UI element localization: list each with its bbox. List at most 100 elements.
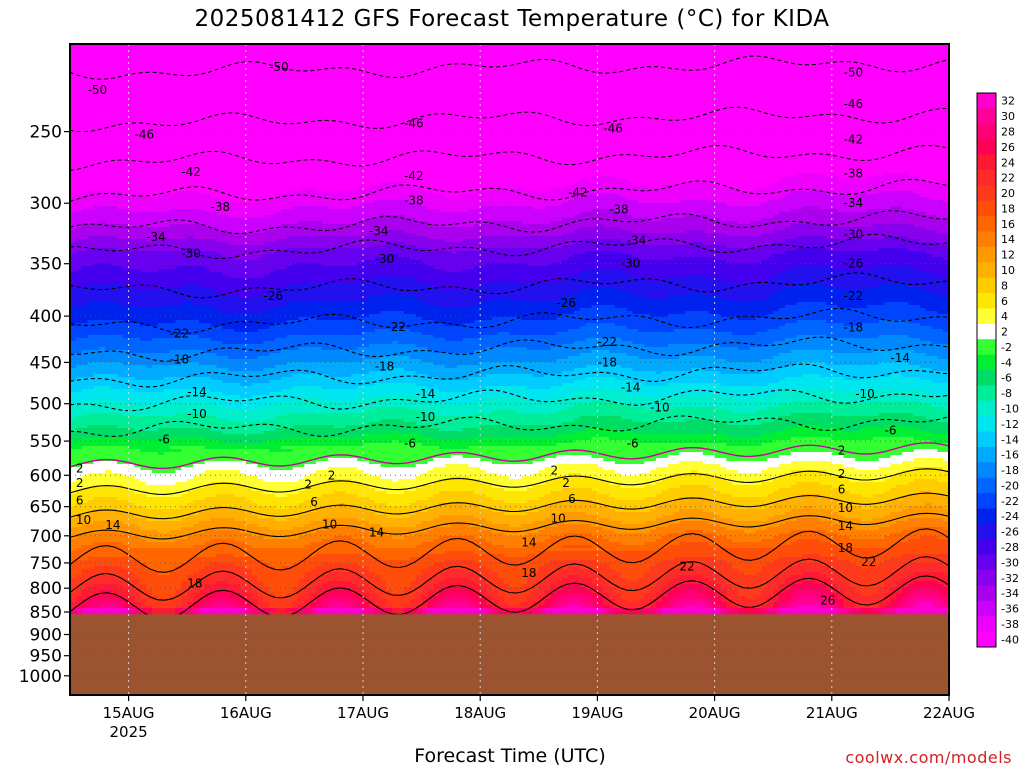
temperature-cell (140, 290, 147, 309)
temperature-cell (591, 560, 598, 573)
temperature-cell (515, 374, 522, 387)
temperature-cell (532, 437, 540, 447)
temperature-cell (673, 587, 681, 597)
temperature-cell (415, 347, 423, 360)
temperature-cell (204, 593, 212, 603)
temperature-cell (222, 215, 229, 231)
temperature-cell (521, 374, 528, 387)
temperature-cell (579, 545, 587, 549)
temperature-cell (193, 515, 200, 525)
temperature-cell (761, 359, 768, 372)
temperature-cell (784, 488, 792, 501)
temperature-cell (134, 479, 141, 495)
temperature-cell (380, 383, 388, 396)
temperature-cell (603, 608, 610, 618)
temperature-cell (779, 179, 786, 198)
temperature-cell (802, 401, 809, 414)
temperature-cell (304, 188, 311, 207)
temperature-cell (339, 479, 347, 492)
temperature-cell (661, 596, 669, 606)
temperature-cell (749, 236, 757, 249)
temperature-cell (245, 608, 253, 618)
temperature-cell (456, 464, 464, 477)
temperature-cell (743, 473, 751, 486)
temperature-cell (193, 401, 200, 414)
temperature-cell (667, 398, 675, 411)
temperature-cell (702, 275, 710, 297)
temperature-cell (228, 329, 235, 345)
temperature-cell (269, 470, 276, 483)
temperature-cell (204, 440, 212, 450)
temperature-cell (216, 197, 223, 216)
temperature-cell (620, 488, 628, 501)
temperature-cell (515, 608, 522, 615)
temperature-cell (310, 236, 317, 249)
temperature-cell (316, 566, 323, 579)
temperature-cell (685, 473, 692, 486)
temperature-cell (245, 299, 253, 315)
temperature-cell (87, 464, 95, 474)
temperature-cell (837, 377, 845, 393)
temperature-cell (749, 599, 757, 609)
temperature-cell (878, 44, 886, 177)
temperature-cell (251, 314, 259, 333)
temperature-cell (427, 566, 434, 579)
temperature-cell (796, 401, 804, 414)
temperature-cell (861, 239, 868, 252)
temperature-cell (363, 485, 370, 498)
temperature-cell (269, 608, 276, 612)
temperature-cell (87, 362, 95, 378)
temperature-cell (298, 335, 305, 348)
temperature-cell (339, 428, 347, 438)
temperature-cell (831, 569, 839, 585)
temperature-cell (644, 359, 651, 372)
temperature-cell (872, 377, 880, 390)
temperature-cell (837, 599, 845, 609)
temperature-cell (105, 236, 112, 249)
temperature-cell (784, 338, 792, 354)
temperature-cell (866, 377, 874, 390)
temperature-cell (204, 566, 212, 576)
temperature-cell (702, 44, 710, 183)
temperature-cell (421, 464, 429, 474)
temperature-cell (550, 467, 557, 480)
temperature-cell (468, 44, 475, 195)
temperature-cell (187, 248, 194, 267)
temperature-cell (667, 422, 675, 435)
temperature-cell (521, 557, 528, 585)
temperature-cell (515, 221, 522, 237)
temperature-cell (93, 575, 100, 585)
temperature-cell (691, 311, 698, 330)
temperature-cell (439, 251, 446, 270)
temperature-cell (193, 362, 200, 378)
temperature-cell (738, 521, 745, 531)
temperature-cell (450, 416, 458, 432)
temperature-cell (697, 329, 704, 345)
temperature-cell (415, 443, 423, 465)
temperature-cell (890, 350, 897, 363)
temperature-cell (796, 335, 804, 351)
temperature-cell (234, 395, 241, 411)
temperature-cell (673, 545, 681, 558)
temperature-cell (245, 422, 253, 435)
temperature-cell (310, 569, 317, 582)
temperature-cell (749, 302, 757, 321)
temperature-cell (532, 512, 540, 522)
temperature-cell (866, 176, 874, 195)
temperature-cell (579, 512, 587, 525)
temperature-cell (345, 536, 352, 555)
temperature-cell (234, 233, 241, 246)
temperature-cell (486, 425, 493, 438)
temperature-cell (345, 527, 352, 537)
temperature-cell (152, 326, 159, 339)
temperature-cell (732, 470, 739, 486)
temperature-cell (872, 209, 880, 225)
temperature-cell (228, 296, 235, 315)
temperature-cell (597, 479, 604, 495)
temperature-cell (866, 389, 874, 402)
temperature-cell (585, 533, 593, 546)
temperature-cell (890, 248, 897, 267)
temperature-cell (239, 590, 247, 597)
temperature-cell (128, 491, 136, 504)
temperature-cell (872, 401, 880, 417)
